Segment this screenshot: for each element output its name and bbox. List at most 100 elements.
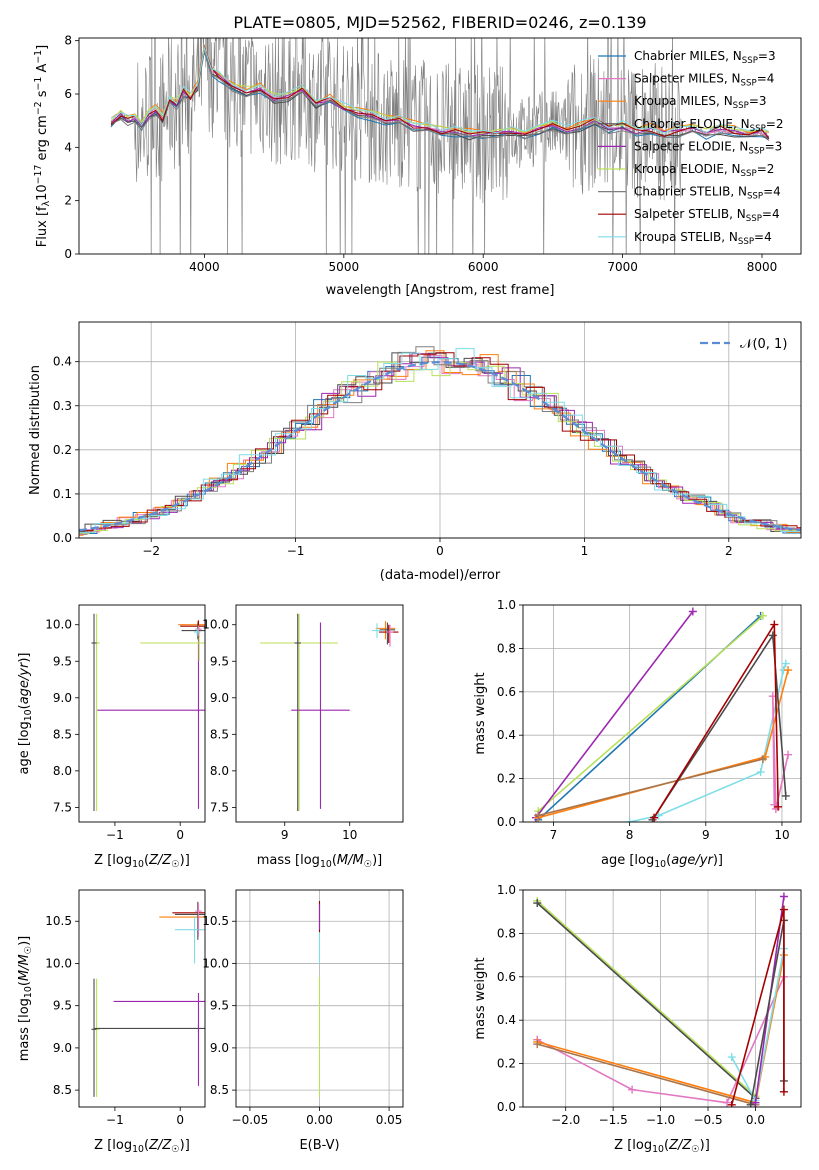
y-tick-label: 8.0 <box>210 764 229 778</box>
plus-marker <box>779 905 788 914</box>
y-tick-label: 7.5 <box>210 800 229 814</box>
y-tick-label: 1.0 <box>497 883 516 897</box>
histogram-step <box>79 350 801 536</box>
y-tick-label: 0.2 <box>53 443 72 457</box>
axes-frame <box>235 889 404 1108</box>
axes-frame <box>522 604 802 823</box>
y-tick-label: 8.5 <box>53 1083 72 1097</box>
spectrum-plot-area <box>110 38 770 254</box>
y-tick-label: 2 <box>64 194 72 208</box>
x-tick-label: 4000 <box>189 260 220 274</box>
plus-marker <box>758 611 767 620</box>
observed-spectrum-line <box>110 38 770 254</box>
plus-marker <box>774 802 783 811</box>
y-tick-label: 8.0 <box>53 764 72 778</box>
plus-marker <box>756 768 765 777</box>
y-tick-label: 0.0 <box>53 531 72 545</box>
y-tick-label: 9.0 <box>53 1041 72 1055</box>
plus-marker <box>770 620 779 629</box>
x-tick-label: −1 <box>287 544 305 558</box>
y-tick-label: 9.5 <box>210 999 229 1013</box>
x-tick-label: −1.0 <box>646 1113 675 1127</box>
legend-entry: Kroupa ELODIE, NSSP=2 <box>634 162 774 179</box>
legend-entry: Chabrier ELODIE, NSSP=2 <box>634 117 783 134</box>
x-tick-label: 6000 <box>468 260 499 274</box>
x-tick-label: −0.05 <box>232 1113 269 1127</box>
x-tick-label: 7 <box>550 828 558 842</box>
mass-weight-line <box>538 758 764 817</box>
y-tick-label: 10.0 <box>45 956 72 970</box>
y-axis-label: mass [log10(M/M☉)] <box>17 936 34 1062</box>
model-spectrum-line <box>110 45 770 134</box>
age-vs-mass-panel: 9 10 7.5 8.0 8.5 9.0 9.5 10.0 mass [log10(M/M☉)] <box>202 604 404 870</box>
x-tick-label: 9 <box>281 828 289 842</box>
spectrum-panel: 4000 5000 6000 7000 8000 0 2 4 6 8 Chabrier MILES,… <box>33 34 802 298</box>
plus-marker <box>688 607 697 616</box>
axes-frame <box>78 321 802 539</box>
x-tick-label: 0 <box>176 1113 184 1127</box>
x-tick-label: 2 <box>725 544 733 558</box>
x-tick-label: 0.05 <box>376 1113 403 1127</box>
x-tick-label: 5000 <box>329 260 360 274</box>
legend-entry: Chabrier STELIB, NSSP=4 <box>634 185 781 202</box>
y-tick-label: 9.5 <box>53 999 72 1013</box>
y-axis-label: Normed distribution <box>28 365 43 495</box>
x-axis-label: Z [log10(Z/Z☉)] <box>614 1138 710 1155</box>
residuals-panel: −2 −1 0 1 2 0.0 0.1 0.2 0.3 0.4 𝒩(0, 1) (data-model… <box>28 321 802 583</box>
axes-frame <box>78 37 802 255</box>
plus-marker <box>625 818 634 822</box>
plus-marker <box>746 1100 755 1107</box>
x-tick-label: 8 <box>626 828 634 842</box>
mass-weight-line <box>535 611 694 819</box>
x-tick-label: 0 <box>176 828 184 842</box>
y-tick-label: 0.6 <box>497 685 516 699</box>
mass-weight-line <box>536 976 785 1104</box>
plus-marker <box>781 791 790 800</box>
legend-entry: Kroupa STELIB, NSSP=4 <box>634 230 772 247</box>
y-axis-label: mass weight <box>473 672 488 754</box>
x-axis-label: age [log10(age/yr)] <box>601 853 723 870</box>
y-tick-label: 0.4 <box>497 1013 516 1027</box>
legend-entry: Salpeter STELIB, NSSP=4 <box>634 207 780 224</box>
x-axis-label: mass [log10(M/M☉)] <box>257 853 383 870</box>
age-vs-Z-panel: −1 0 7.5 8.0 8.5 9.0 9.5 10.0 Z [log10(Z/Z☉)] age… <box>17 604 206 870</box>
x-tick-label: 8000 <box>747 260 778 274</box>
residuals-plot-area <box>79 346 801 536</box>
plus-marker <box>722 1098 731 1107</box>
y-tick-label: 8.5 <box>210 727 229 741</box>
model-spectrum-line <box>110 51 770 140</box>
histogram-step <box>79 348 801 534</box>
plus-marker <box>727 1053 736 1062</box>
mass-weight-line <box>537 669 789 819</box>
y-tick-label: 10.0 <box>202 956 229 970</box>
y-tick-label: 10.5 <box>45 914 72 928</box>
y-tick-label: 4 <box>64 140 72 154</box>
axes-frame <box>235 604 404 823</box>
plus-marker <box>784 750 793 759</box>
x-axis-label: Z [log10(Z/Z☉)] <box>94 853 190 870</box>
y-axis-label: mass weight <box>473 957 488 1039</box>
x-tick-label: 7000 <box>607 260 638 274</box>
y-axis-label: age [log10(age/yr)] <box>17 652 34 774</box>
age-vs-mass-plot-area <box>260 613 399 812</box>
y-tick-label: 0.8 <box>497 641 516 655</box>
plus-marker <box>784 666 793 675</box>
y-tick-label: 0.4 <box>497 728 516 742</box>
x-tick-label: 1 <box>581 544 589 558</box>
mass-weight-line <box>629 663 787 822</box>
y-tick-label: 10.5 <box>202 914 229 928</box>
histogram-step <box>79 352 801 532</box>
plus-marker <box>650 813 659 822</box>
plus-marker <box>758 755 767 764</box>
histogram-step <box>79 361 801 535</box>
x-tick-label: −1 <box>106 828 124 842</box>
y-tick-label: 8.5 <box>210 1083 229 1097</box>
y-tick-label: 0.6 <box>497 970 516 984</box>
y-tick-label: 0.1 <box>53 487 72 501</box>
mass-weight-vs-Z-panel: −2.0 −1.5 −1.0 −0.5 0.0 0.0 0.2 0.4 0.6 0.8 1.0 Z [… <box>473 883 802 1155</box>
x-tick-label: 0.00 <box>306 1113 333 1127</box>
x-tick-label: −1 <box>106 1113 124 1127</box>
mass-weight-line <box>537 615 764 812</box>
plus-marker <box>779 892 788 901</box>
